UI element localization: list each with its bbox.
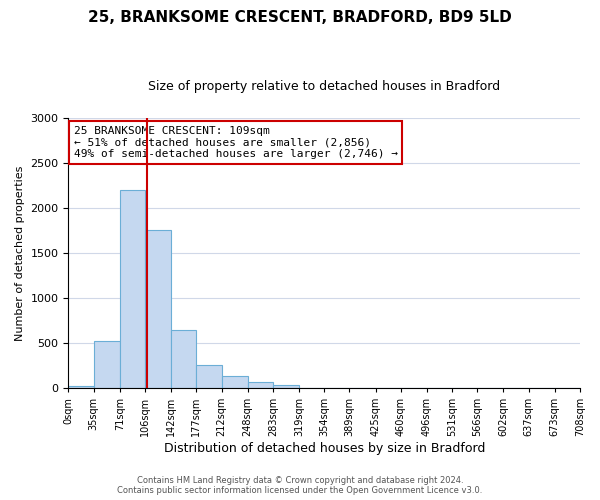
Bar bbox=[171, 330, 196, 388]
Bar bbox=[196, 364, 221, 388]
Bar bbox=[94, 341, 120, 388]
Text: 25, BRANKSOME CRESCENT, BRADFORD, BD9 5LD: 25, BRANKSOME CRESCENT, BRADFORD, BD9 5L… bbox=[88, 10, 512, 25]
Bar bbox=[248, 382, 273, 388]
Y-axis label: Number of detached properties: Number of detached properties bbox=[15, 165, 25, 340]
Text: Contains HM Land Registry data © Crown copyright and database right 2024.
Contai: Contains HM Land Registry data © Crown c… bbox=[118, 476, 482, 495]
Bar bbox=[221, 376, 248, 388]
Bar bbox=[145, 230, 171, 388]
X-axis label: Distribution of detached houses by size in Bradford: Distribution of detached houses by size … bbox=[164, 442, 485, 455]
Text: 25 BRANKSOME CRESCENT: 109sqm
← 51% of detached houses are smaller (2,856)
49% o: 25 BRANKSOME CRESCENT: 109sqm ← 51% of d… bbox=[74, 126, 398, 159]
Bar bbox=[120, 190, 145, 388]
Title: Size of property relative to detached houses in Bradford: Size of property relative to detached ho… bbox=[148, 80, 500, 93]
Bar bbox=[273, 386, 299, 388]
Bar bbox=[68, 386, 94, 388]
